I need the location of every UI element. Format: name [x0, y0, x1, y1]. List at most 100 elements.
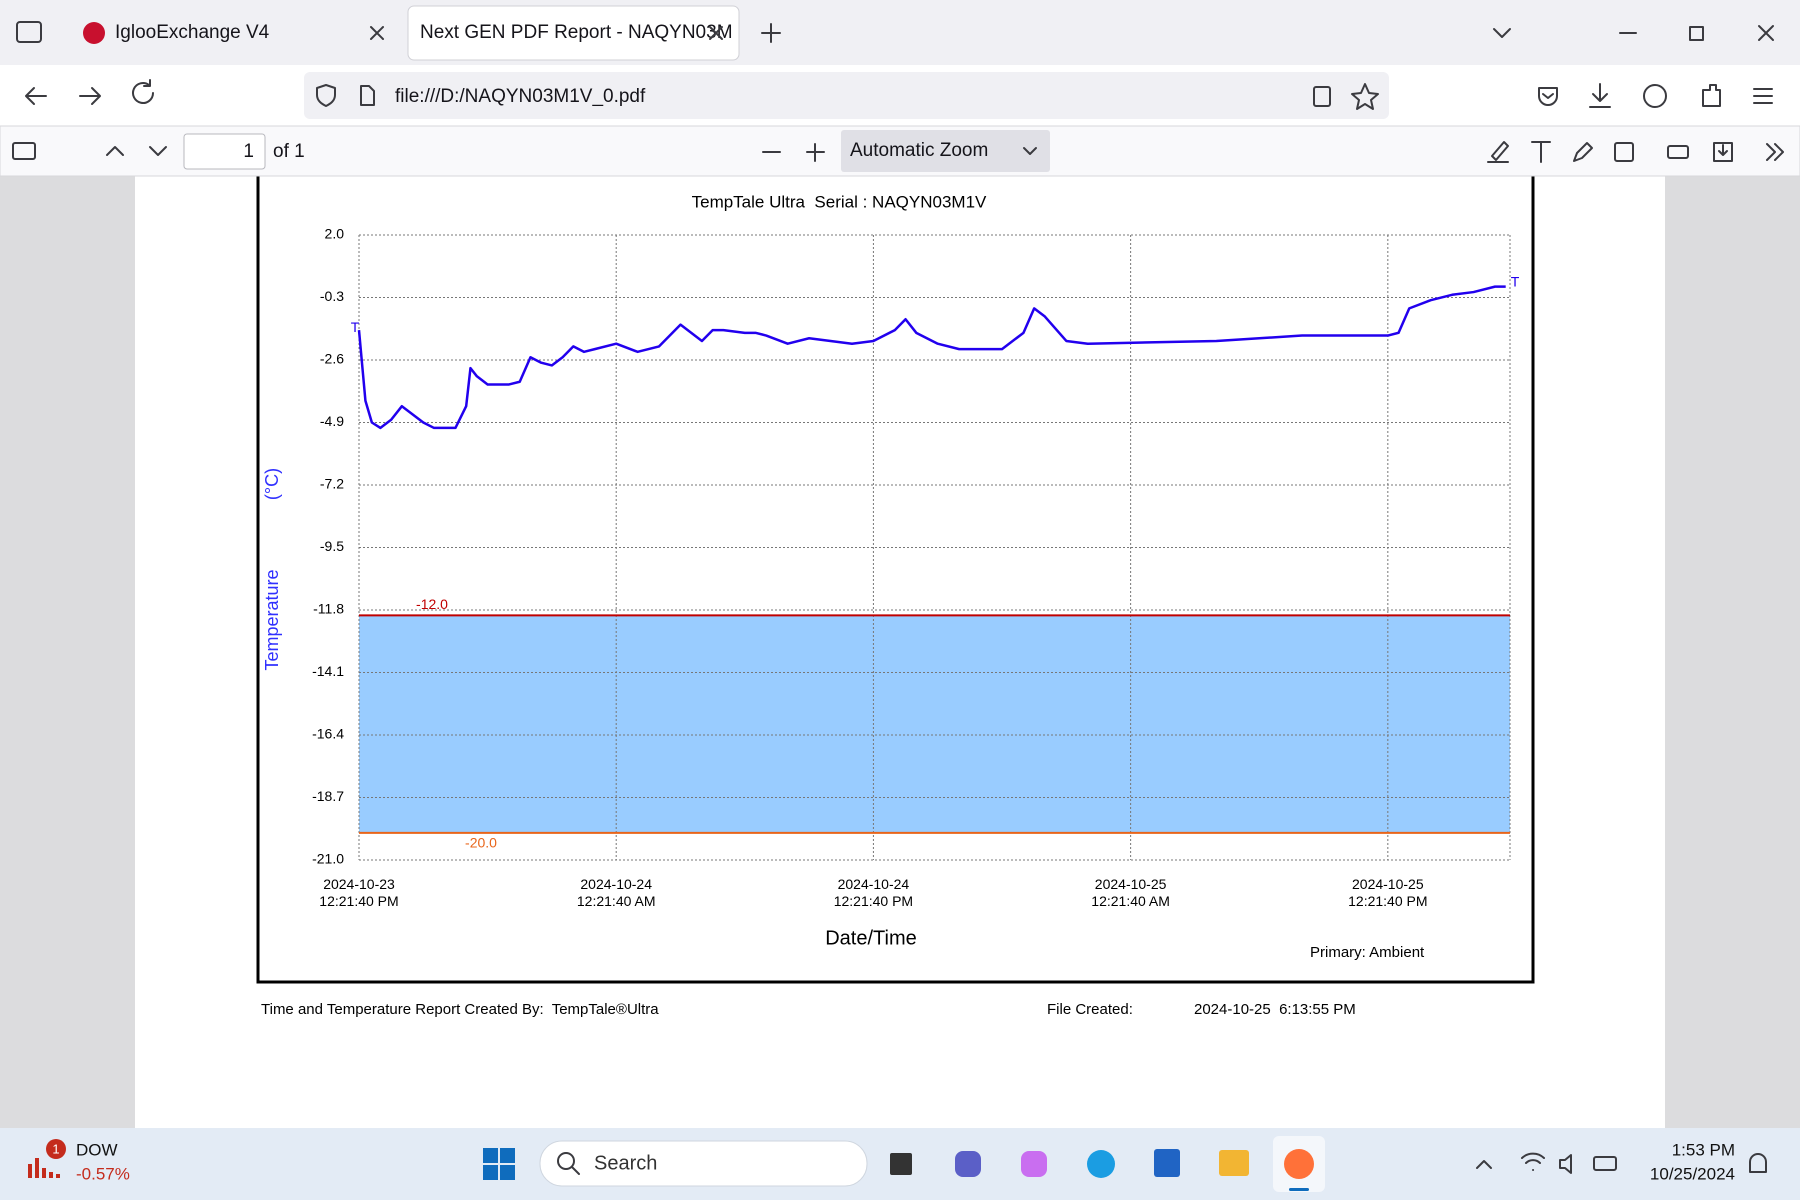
tab-close[interactable]	[370, 26, 384, 40]
draw-tool[interactable]	[1573, 142, 1593, 162]
y-tick-label: -2.6	[320, 351, 344, 367]
tab-overflow[interactable]	[1493, 28, 1511, 38]
tray-overflow[interactable]	[1476, 1160, 1492, 1169]
x-tick-label: 2024-10-24 12:21:40 AM	[577, 876, 656, 909]
end-marker: T	[1511, 273, 1520, 289]
taskbar-app[interactable]	[1219, 1150, 1249, 1176]
start-tile	[500, 1165, 515, 1180]
back[interactable]	[25, 87, 47, 105]
page-count: of 1	[273, 141, 305, 162]
tab-favicon	[83, 22, 105, 44]
badge-count: 1	[52, 1141, 59, 1156]
chart-title: TempTale Ultra Serial : NAQYN03M1V	[692, 192, 987, 211]
reload[interactable]	[132, 79, 154, 104]
site-info[interactable]	[316, 84, 336, 107]
wifi[interactable]	[1521, 1152, 1545, 1171]
url[interactable]: file:///D:/NAQYN03M1V_0.pdf	[395, 86, 646, 107]
volume[interactable]	[1559, 1154, 1572, 1174]
next-page[interactable]	[149, 146, 167, 156]
zoom-value[interactable]: Automatic Zoom	[850, 140, 988, 161]
restore[interactable]	[1689, 26, 1704, 41]
taskbar-app[interactable]	[1154, 1149, 1180, 1177]
search-icon	[557, 1152, 575, 1170]
clock-date[interactable]: 10/25/2024	[1650, 1164, 1735, 1183]
start-marker: T	[351, 319, 360, 335]
y-tick-label: -9.5	[320, 538, 344, 554]
file-created-label: File Created:	[1047, 1001, 1133, 1018]
y-tick-label: -0.3	[320, 288, 344, 304]
x-axis-label: Date/Time	[825, 927, 917, 949]
y-tick-label: -21.0	[312, 851, 344, 867]
tab-title[interactable]: Next GEN PDF Report - NAQYN03M	[420, 22, 733, 43]
y-tick-label: -7.2	[320, 476, 344, 492]
created-by: Time and Temperature Report Created By: …	[261, 1001, 659, 1018]
tab-list-button[interactable]	[16, 21, 42, 43]
zoom-select[interactable]	[841, 130, 1050, 172]
zoom-chevron	[1023, 147, 1037, 155]
search-icon-handle	[571, 1166, 580, 1175]
print[interactable]	[1667, 145, 1689, 159]
bookmark[interactable]	[1351, 83, 1379, 110]
new-tab[interactable]	[761, 23, 781, 43]
highlight-tool[interactable]	[1487, 141, 1509, 163]
taskbar-app[interactable]	[955, 1151, 981, 1177]
report-footer: Time and Temperature Report Created By: …	[261, 1001, 1356, 1018]
text-tool[interactable]	[1531, 141, 1551, 163]
zoom-in[interactable]	[806, 143, 825, 162]
reader-view[interactable]	[1313, 86, 1331, 107]
start-tile	[483, 1148, 498, 1163]
page-input[interactable]	[183, 133, 266, 170]
clock-time[interactable]: 1:53 PM	[1672, 1140, 1735, 1159]
limit-label: -20.0	[465, 835, 497, 851]
save[interactable]	[1713, 142, 1733, 162]
image-tool[interactable]	[1614, 142, 1634, 162]
limit-label: -12.0	[416, 596, 448, 612]
tab-bar	[0, 0, 1800, 65]
more-tools[interactable]	[1766, 143, 1784, 161]
url-bar[interactable]	[304, 72, 1389, 119]
tab-title[interactable]: IglooExchange V4	[115, 22, 270, 43]
account[interactable]	[1643, 84, 1667, 108]
search-placeholder[interactable]: Search	[594, 1152, 657, 1174]
notifications[interactable]	[1749, 1153, 1767, 1173]
active-indicator	[1289, 1188, 1309, 1191]
search-box[interactable]	[539, 1140, 868, 1187]
y-tick-label: -14.1	[312, 663, 344, 679]
y-tick-label: -11.8	[313, 601, 344, 617]
start-button[interactable]	[483, 1148, 515, 1180]
x-tick-label: 2024-10-24 12:21:40 PM	[834, 876, 913, 909]
extensions[interactable]	[1702, 84, 1721, 107]
tab-close[interactable]	[709, 26, 723, 40]
taskbar-app[interactable]	[890, 1153, 912, 1175]
stock-ticker[interactable]: DOW	[76, 1140, 118, 1159]
taskbar-app[interactable]	[1021, 1151, 1047, 1177]
taskbar-app[interactable]	[1284, 1149, 1314, 1179]
stock-icon	[28, 1158, 60, 1178]
limit-band	[359, 615, 1510, 833]
x-tick-label: 2024-10-25 12:21:40 PM	[1348, 876, 1427, 909]
pocket[interactable]	[1538, 87, 1558, 106]
start-tile	[483, 1165, 498, 1180]
y-axis-label: Temperature	[262, 569, 282, 670]
close-window[interactable]	[1758, 25, 1774, 41]
legend-note: Primary: Ambient	[1310, 944, 1425, 961]
x-tick-label: 2024-10-25 12:21:40 AM	[1091, 876, 1170, 909]
y-tick-label: -16.4	[312, 726, 344, 742]
y-tick-label: 2.0	[325, 226, 345, 242]
start-tile	[500, 1148, 515, 1163]
y-axis-unit: (°C)	[262, 468, 282, 500]
sidebar-toggle[interactable]	[12, 142, 36, 160]
previous-page[interactable]	[106, 146, 124, 156]
forward[interactable]	[79, 87, 101, 105]
menu[interactable]	[1753, 88, 1773, 104]
file-created: 2024-10-25 6:13:55 PM	[1194, 1001, 1356, 1018]
page-number[interactable]: 1	[243, 141, 254, 162]
active-tab[interactable]	[407, 5, 740, 61]
battery[interactable]	[1593, 1156, 1617, 1171]
downloads[interactable]	[1589, 83, 1611, 108]
y-tick-label: -18.7	[312, 788, 344, 804]
taskbar-app[interactable]	[1087, 1150, 1115, 1178]
stock-change[interactable]: -0.57%	[76, 1164, 130, 1183]
